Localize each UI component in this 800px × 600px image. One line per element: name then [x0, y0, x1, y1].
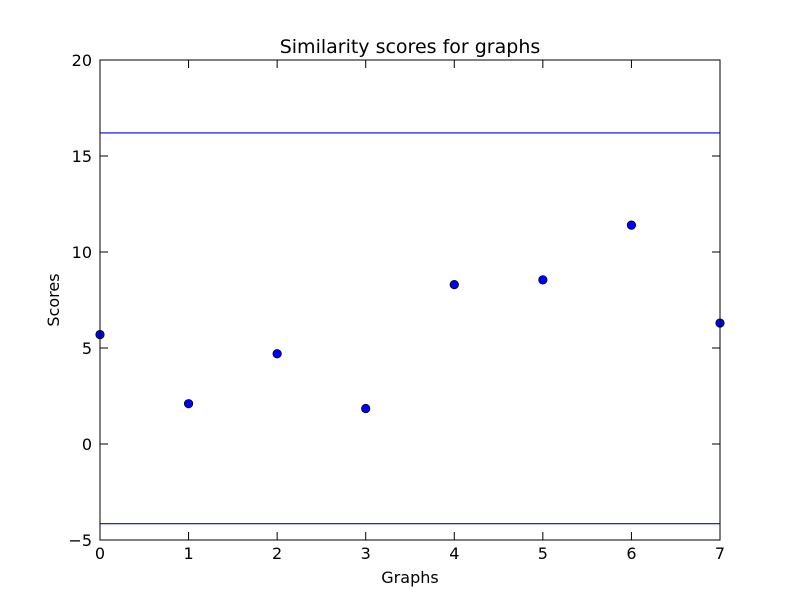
data-point [449, 280, 459, 290]
plot-area [100, 60, 720, 540]
y-axis-label: Scores [44, 273, 63, 326]
chart-title: Similarity scores for graphs [280, 36, 541, 58]
data-point [361, 403, 371, 414]
x-tick-label: 5 [538, 544, 548, 563]
data-point [626, 220, 637, 230]
y-tick-label: 15 [72, 147, 92, 166]
x-tick-label: 3 [361, 544, 371, 563]
x-tick-label: 7 [715, 544, 725, 563]
y-tick-label: 20 [72, 51, 92, 70]
y-tick-label: 0 [82, 435, 92, 454]
plot-frame [99, 59, 721, 541]
x-tick-labels: 0 1 2 3 4 5 6 7 [95, 544, 725, 563]
data-points [95, 220, 725, 414]
x-axis-label: Graphs [381, 568, 438, 587]
x-tick-label: 4 [449, 544, 459, 563]
y-tick-label: 10 [72, 243, 92, 262]
y-tick-label: −5 [68, 531, 92, 550]
x-tick-label: 2 [272, 544, 282, 563]
x-tick-label: 1 [183, 544, 193, 563]
data-point [183, 399, 194, 409]
y-tick-label: 5 [82, 339, 92, 358]
x-tick-label: 0 [95, 544, 105, 563]
x-tick-label: 6 [626, 544, 636, 563]
y-tick-labels: −5 0 5 10 15 20 [68, 51, 92, 550]
reference-lines [100, 132, 720, 525]
data-point [538, 275, 548, 285]
data-point [272, 349, 282, 359]
